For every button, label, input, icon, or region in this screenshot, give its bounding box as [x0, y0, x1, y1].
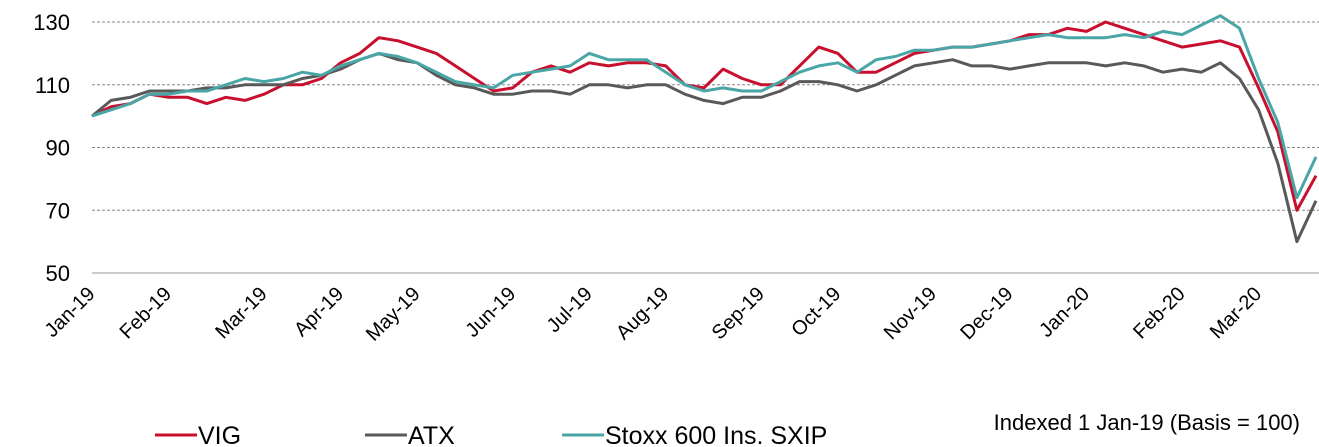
x-tick-label: Jul-19	[543, 283, 597, 337]
series-line	[91, 20, 1318, 212]
y-tick-label: 130	[33, 10, 70, 35]
legend-label: ATX	[408, 422, 455, 447]
x-tick-label: Sep-19	[708, 283, 769, 344]
y-tick-label: 70	[46, 198, 70, 223]
x-tick-label: Mar-19	[211, 283, 271, 343]
x-tick-label: Dec-19	[956, 283, 1017, 344]
x-tick-label: Jan-20	[1035, 283, 1094, 342]
x-tick-label: Apr-19	[290, 283, 348, 341]
annotation: Indexed 1 Jan-19 (Basis = 100)	[994, 410, 1300, 435]
y-tick-label: 90	[46, 136, 70, 161]
legend-label: VIG	[198, 422, 241, 447]
x-tick-label: May-19	[362, 283, 425, 346]
x-tick-label: Oct-19	[787, 283, 845, 341]
x-tick-label: Nov-19	[880, 283, 941, 344]
x-tick-label: Feb-20	[1129, 283, 1189, 343]
y-tick-label: 110	[35, 73, 70, 98]
x-tick-label: Jun-19	[461, 283, 520, 342]
x-tick-label: Aug-19	[612, 283, 673, 344]
series-line	[91, 51, 1318, 244]
x-tick-label: Feb-19	[116, 283, 176, 343]
legend-label: Stoxx 600 Ins. SXIP	[605, 422, 827, 447]
x-tick-label: Mar-20	[1206, 283, 1266, 343]
y-tick-label: 50	[46, 261, 70, 286]
series-line	[91, 14, 1318, 200]
x-tick-label: Jan-19	[41, 283, 100, 342]
